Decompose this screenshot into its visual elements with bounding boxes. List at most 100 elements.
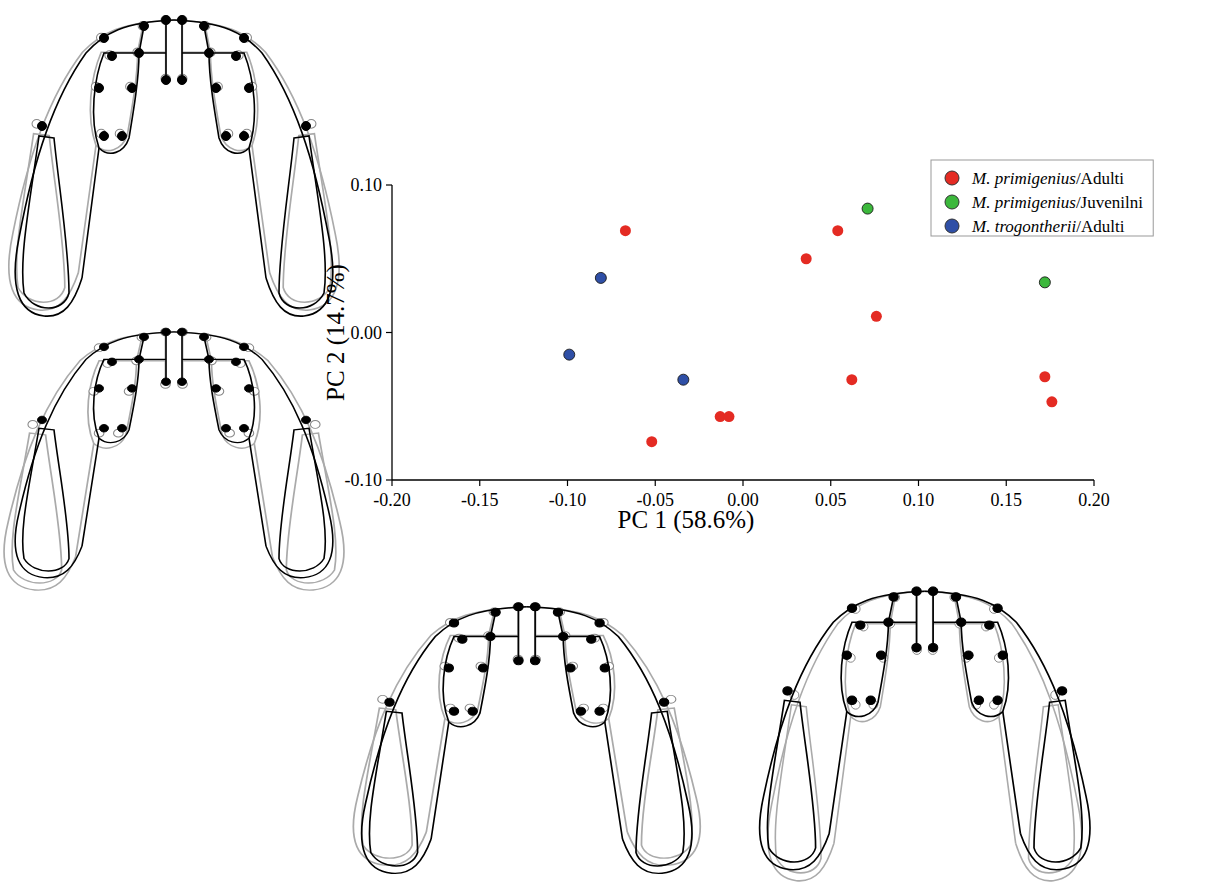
mandible-half [174,16,339,311]
landmark [100,343,109,350]
mandible-outline [182,20,269,273]
mandible-half [925,587,1082,881]
point [1046,396,1057,407]
landmark [108,52,117,61]
mandible-half [353,603,526,865]
landmark [993,604,1002,612]
mandible-outline [279,428,325,571]
landmark [178,16,187,25]
landmark [876,651,885,659]
landmark [28,421,38,429]
landmark [600,664,609,672]
mandible-outline [636,711,684,866]
landmark [449,707,458,715]
mandible-half [768,587,925,881]
point [620,225,631,236]
mandible-outline [829,591,916,834]
mandible-outline [182,332,266,546]
mandible-diagram [760,587,1090,881]
mandible-outline [767,700,815,862]
landmark [118,132,127,141]
legend: M. primigenius/AdultiM. primigenius/Juve… [931,160,1153,236]
mandible-outline [925,591,1082,881]
mandible-outline [369,711,417,866]
mandible-half [174,16,333,317]
landmark [847,604,856,612]
landmark [161,16,170,25]
landmark [985,621,994,629]
landmark [884,618,893,626]
y-tick [386,332,392,333]
legend-label: M. primigenius/Adulti [971,169,1124,188]
x-tick [1093,480,1094,486]
landmark [486,632,495,640]
mandible-outline [94,53,139,153]
landmark [957,618,966,626]
landmark [566,664,575,672]
mandible-outline [925,591,1090,869]
mandible-target [15,328,333,578]
mandible-outline [1034,700,1082,862]
x-tick-label: -0.10 [549,490,587,510]
landmark [161,328,171,336]
landmark [100,132,109,141]
landmark [449,619,458,627]
mandible-outline [23,136,69,308]
mandible-half [15,16,174,317]
mandible-outline [563,637,610,727]
landmark [310,421,320,429]
mandible-half [9,16,174,311]
mandible-half [174,328,333,578]
landmark [118,425,127,432]
x-tick [918,480,919,486]
mandible-outline [4,332,174,590]
chart: -0.20-0.15-0.10-0.050.000.050.100.150.20… [0,0,1206,882]
landmark [108,358,117,365]
landmark [468,707,477,715]
mandible-outline [443,637,490,727]
landmark [928,587,937,595]
landmark [302,416,311,423]
mandible-outline [760,591,925,869]
landmark [491,608,500,616]
mandible-outline [527,607,700,866]
landmark [928,587,937,596]
landmark [162,16,171,25]
landmark [205,49,214,58]
landmark [847,696,856,704]
mandible-reference [768,587,1082,881]
x-tick [655,480,656,486]
mandible-reference [4,328,344,590]
landmark [162,378,171,385]
point [846,374,857,385]
landmark [659,698,668,706]
landmark [595,619,604,627]
landmark [889,593,898,601]
landmark [842,651,851,659]
mandible-outline [182,20,266,278]
mandible-half [527,603,692,874]
landmark [240,343,249,350]
landmark [514,657,523,665]
mandible-diagram [353,603,700,874]
point [1039,277,1050,288]
x-tick [479,480,480,486]
mandible-half [15,328,174,578]
mandible-outline [209,53,254,153]
mandible-half [4,328,174,590]
landmark [912,587,921,595]
landmark [993,696,1002,704]
landmark [1057,687,1066,695]
mandible-outline [174,332,344,590]
legend-label: M. trogontherii/Adulti [971,217,1125,236]
mandible-outline [23,428,69,571]
landmark [240,132,249,141]
landmark [783,687,792,695]
mandible-target [760,587,1090,870]
point [871,311,882,322]
y-tick [386,479,392,480]
mandible-diagram [4,328,344,590]
landmark [128,385,137,392]
landmark [553,608,562,616]
landmark [245,84,254,93]
